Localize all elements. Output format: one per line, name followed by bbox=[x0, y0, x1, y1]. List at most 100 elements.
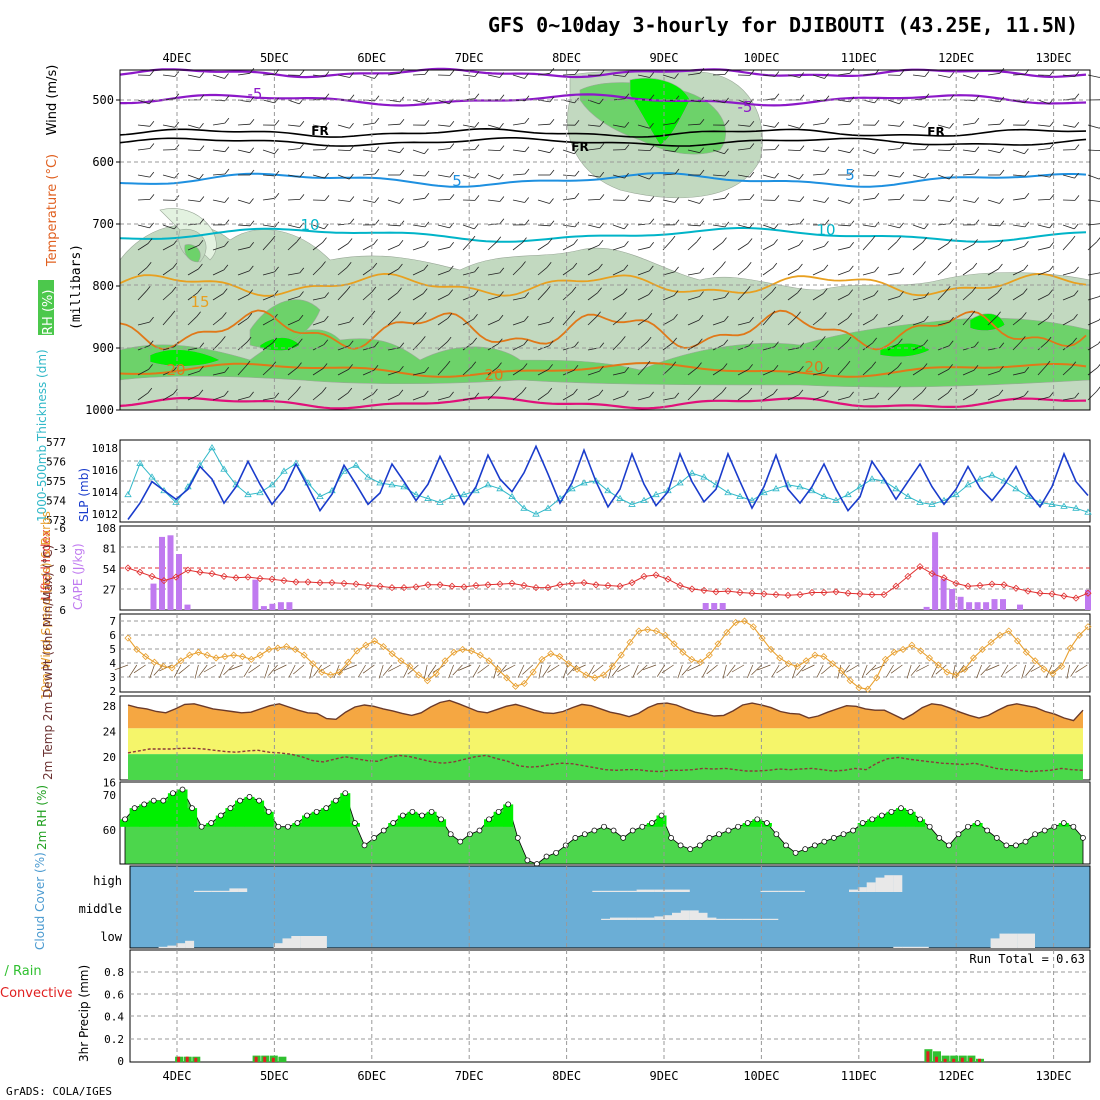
surface-barb bbox=[497, 664, 507, 677]
wind-barb bbox=[712, 224, 725, 228]
wind-barb bbox=[662, 342, 673, 351]
wind-barb bbox=[737, 243, 749, 251]
surface-barb bbox=[128, 664, 138, 677]
wind-barb-flag bbox=[399, 118, 405, 125]
rh-high-fill bbox=[129, 808, 140, 827]
temp-contour bbox=[119, 396, 1087, 410]
wind-barb-flag bbox=[774, 122, 780, 128]
wind-barb bbox=[312, 344, 324, 351]
wind-barb-flag bbox=[1074, 266, 1079, 273]
surface-barb bbox=[522, 664, 534, 675]
wind-barb bbox=[1062, 174, 1075, 179]
wind-barb-flag bbox=[899, 70, 905, 76]
wind-barb bbox=[487, 149, 501, 151]
dew-band bbox=[128, 728, 1083, 755]
wind-barb bbox=[962, 74, 975, 79]
surface-barb bbox=[722, 664, 727, 679]
wind-barb-flag bbox=[296, 236, 302, 243]
wind-barb bbox=[1037, 224, 1050, 229]
wind-barb bbox=[862, 240, 872, 251]
wind-barb-flag bbox=[999, 96, 1005, 103]
wind-barb bbox=[162, 369, 175, 376]
surface-barb bbox=[801, 664, 815, 672]
wind-barb bbox=[487, 272, 500, 276]
series-point bbox=[136, 568, 144, 576]
wind-barb bbox=[812, 173, 826, 176]
rh-point bbox=[859, 820, 866, 826]
cloud-cell bbox=[627, 890, 637, 892]
wind-barb bbox=[637, 74, 650, 78]
surface-barb bbox=[502, 664, 516, 672]
cloud-cell bbox=[1017, 933, 1027, 948]
wind-barb-flag bbox=[272, 337, 278, 344]
wind-barb-flag bbox=[699, 169, 705, 176]
wind-barb-flag bbox=[871, 361, 877, 368]
series-point bbox=[829, 660, 837, 668]
wind-barb-flag bbox=[298, 314, 304, 321]
wind-barb-flag bbox=[947, 387, 953, 394]
wind-barb bbox=[1062, 366, 1073, 376]
rh-high-fill bbox=[340, 793, 351, 827]
series-point bbox=[591, 674, 599, 682]
rh-point bbox=[438, 816, 444, 823]
wind-barb bbox=[737, 392, 749, 401]
rh-high-fill bbox=[656, 815, 667, 827]
wind-barb bbox=[162, 74, 175, 77]
wind-barb bbox=[812, 245, 825, 251]
rh-point bbox=[993, 835, 1000, 841]
wind-barb-flag bbox=[249, 118, 255, 125]
wind-barb bbox=[262, 74, 276, 76]
wind-barb-flag bbox=[699, 220, 705, 227]
surface-barb bbox=[293, 664, 305, 675]
rh-high-fill bbox=[225, 808, 236, 827]
series-point bbox=[460, 490, 468, 498]
wind-barb bbox=[862, 197, 875, 201]
surface-barb bbox=[1075, 664, 1088, 673]
run-total: Run Total = 0.63 bbox=[969, 952, 1085, 966]
series-point bbox=[846, 677, 854, 685]
series-point bbox=[635, 627, 643, 635]
rh-point bbox=[150, 797, 157, 804]
wind-barb-flag bbox=[947, 238, 953, 244]
rh-point bbox=[687, 846, 694, 852]
wind-barb-flag bbox=[574, 119, 580, 126]
wind-barb bbox=[637, 149, 651, 151]
pressure-tick: 700 bbox=[92, 217, 114, 231]
cape-bar bbox=[150, 583, 157, 610]
date-tick: 5DEC bbox=[260, 1069, 289, 1083]
wind-barb bbox=[1037, 174, 1050, 178]
wind-barb-flag bbox=[899, 291, 904, 297]
wind-barb bbox=[312, 242, 323, 251]
rh-point bbox=[170, 790, 176, 797]
wind-barb bbox=[437, 174, 450, 178]
wind-barb-flag bbox=[698, 314, 704, 321]
rh-high-fill bbox=[187, 808, 198, 827]
rh-high-fill bbox=[426, 811, 437, 827]
wind-barb bbox=[862, 366, 873, 376]
wind-barb bbox=[737, 290, 747, 301]
wind-barb bbox=[862, 397, 875, 401]
wind-barb-flag bbox=[822, 288, 828, 294]
wind-barb bbox=[387, 199, 400, 204]
wind-barb-flag bbox=[299, 194, 305, 200]
series-point bbox=[335, 668, 343, 676]
wind-barb bbox=[337, 345, 350, 351]
wind-barb-flag bbox=[923, 223, 929, 230]
wind-barb bbox=[137, 199, 151, 201]
series-point bbox=[784, 660, 793, 668]
cloud-cell bbox=[680, 910, 690, 920]
wind-tick: 4 bbox=[109, 657, 116, 670]
cloud-cell bbox=[857, 887, 867, 892]
wind-barb-flag bbox=[797, 287, 802, 294]
rh-point bbox=[888, 808, 895, 815]
wind-barb bbox=[512, 344, 524, 351]
wind-barb-flag bbox=[724, 221, 730, 228]
series-point bbox=[400, 483, 408, 490]
cloud-cell bbox=[610, 917, 619, 920]
series-point bbox=[644, 626, 652, 634]
wind-barb-flag bbox=[1074, 172, 1079, 179]
series-point bbox=[820, 492, 828, 500]
wind-barb-flag bbox=[999, 118, 1005, 125]
wind-barb-flag bbox=[899, 194, 905, 200]
